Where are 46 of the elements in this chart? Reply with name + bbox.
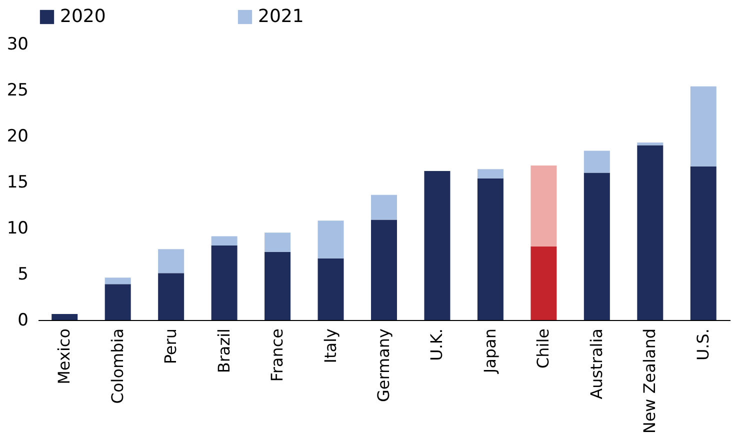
x-tick-label: Chile [534,328,553,369]
bar [158,273,184,320]
y-tick-label: 15 [6,172,28,192]
x-tick-label: U.S. [693,328,712,361]
x-tick-label: Mexico [54,328,74,384]
bar [530,246,557,320]
bar [371,194,397,220]
bar [318,220,344,258]
x-tick-label: Brazil [214,328,234,374]
legend-label: 2021 [258,6,304,27]
bar [104,284,131,320]
bar [52,314,78,320]
x-tick-label: Australia [586,328,606,400]
bar [318,258,344,320]
y-tick-label: 30 [6,34,28,54]
bar [211,236,238,246]
bar [158,249,184,274]
bar [637,145,664,320]
x-tick-label: Peru [161,328,180,364]
x-tick-label: France [268,328,287,382]
x-tick-label: New Zealand [640,328,660,434]
x-tick-label: Germany [374,328,393,402]
x-tick-label: Italy [320,328,340,364]
y-tick-label: 25 [6,80,28,100]
x-tick-label: U.K. [427,328,446,361]
bar [104,278,131,284]
bar [477,169,504,178]
bar [264,232,291,252]
bar [690,86,716,166]
y-tick-label: 0 [18,310,28,330]
y-tick-label: 20 [6,126,28,146]
y-tick-label: 10 [6,218,28,238]
y-tick-label: 5 [18,264,28,284]
x-tick-label: Japan [480,328,500,374]
bar [211,245,238,320]
bar [477,178,504,320]
bar [530,165,557,246]
bar [584,150,610,173]
bar [690,166,716,320]
legend-label: 2020 [60,6,106,27]
bar [584,172,610,320]
bar [424,170,450,320]
bar [371,220,397,320]
bar [637,142,664,146]
x-tick-label: Colombia [108,328,127,404]
bar [264,252,291,320]
